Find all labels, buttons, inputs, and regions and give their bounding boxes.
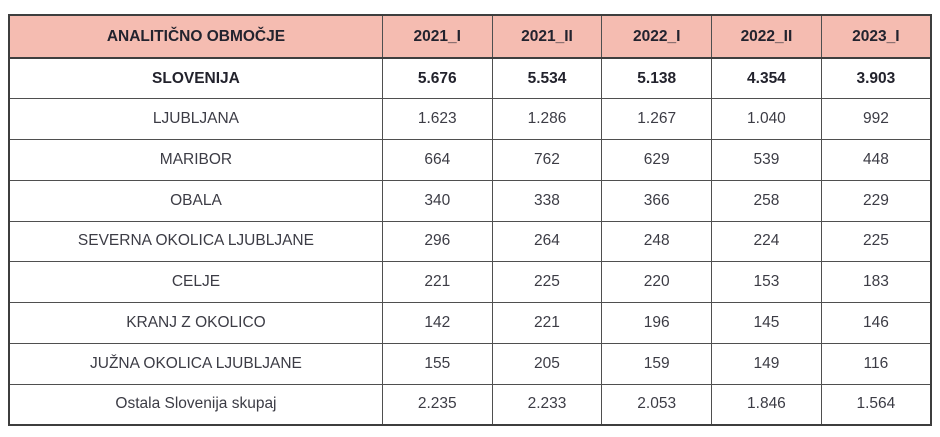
row-value: 142 bbox=[381, 302, 493, 344]
row-value: 220 bbox=[601, 261, 713, 304]
row-value: 340 bbox=[381, 179, 493, 222]
row-label: KRANJ Z OKOLICO bbox=[8, 302, 383, 344]
row-value: 258 bbox=[711, 179, 822, 222]
row-label: OBALA bbox=[8, 179, 383, 222]
row-label: JUŽNA OKOLICA LJUBLJANE bbox=[8, 342, 383, 385]
table-body: SLOVENIJA 5.676 5.534 5.138 4.354 3.903 LJUBLJ… bbox=[8, 57, 932, 426]
row-value: 225 bbox=[491, 261, 603, 304]
header-cell-period: 2021_I bbox=[381, 14, 493, 59]
row-value: 1.286 bbox=[491, 98, 603, 141]
row-value: 145 bbox=[711, 302, 822, 344]
row-value: 149 bbox=[711, 342, 822, 385]
row-value: 221 bbox=[491, 302, 603, 344]
table-row: CELJE 221 225 220 153 183 bbox=[8, 261, 932, 304]
row-value: 248 bbox=[601, 220, 713, 263]
row-value: 159 bbox=[601, 342, 713, 385]
row-value: 1.267 bbox=[601, 98, 713, 141]
row-value: 225 bbox=[820, 220, 932, 263]
header-cell-period: 2022_II bbox=[711, 14, 822, 59]
row-value: 2.053 bbox=[601, 383, 713, 426]
row-value: 366 bbox=[601, 179, 713, 222]
row-label: SEVERNA OKOLICA LJUBLJANE bbox=[8, 220, 383, 263]
row-label: SLOVENIJA bbox=[8, 57, 383, 100]
row-value: 116 bbox=[820, 342, 932, 385]
row-value: 1.623 bbox=[381, 98, 493, 141]
row-value: 448 bbox=[820, 139, 932, 181]
row-label: CELJE bbox=[8, 261, 383, 304]
table-row: SLOVENIJA 5.676 5.534 5.138 4.354 3.903 bbox=[8, 57, 932, 100]
table-row: LJUBLJANA 1.623 1.286 1.267 1.040 992 bbox=[8, 98, 932, 141]
row-value: 539 bbox=[711, 139, 822, 181]
row-value: 5.534 bbox=[491, 57, 603, 100]
row-value: 264 bbox=[491, 220, 603, 263]
row-value: 155 bbox=[381, 342, 493, 385]
row-value: 229 bbox=[820, 179, 932, 222]
row-value: 664 bbox=[381, 139, 493, 181]
row-value: 205 bbox=[491, 342, 603, 385]
table-head: ANALITIČNO OBMOČJE 2021_I 2021_II 2022_I 202… bbox=[8, 14, 932, 59]
table-row: JUŽNA OKOLICA LJUBLJANE 155 205 159 149 116 bbox=[8, 342, 932, 385]
table-row: SEVERNA OKOLICA LJUBLJANE 296 264 248 224 225 bbox=[8, 220, 932, 263]
row-value: 5.138 bbox=[601, 57, 713, 100]
analytic-area-table: ANALITIČNO OBMOČJE 2021_I 2021_II 2022_I 202… bbox=[8, 14, 932, 426]
row-value: 629 bbox=[601, 139, 713, 181]
row-value: 153 bbox=[711, 261, 822, 304]
row-value: 992 bbox=[820, 98, 932, 141]
table-header-row: ANALITIČNO OBMOČJE 2021_I 2021_II 2022_I 202… bbox=[8, 14, 932, 59]
row-value: 2.233 bbox=[491, 383, 603, 426]
row-value: 221 bbox=[381, 261, 493, 304]
row-value: 4.354 bbox=[711, 57, 822, 100]
row-value: 2.235 bbox=[381, 383, 493, 426]
row-value: 183 bbox=[820, 261, 932, 304]
row-value: 196 bbox=[601, 302, 713, 344]
row-value: 3.903 bbox=[820, 57, 932, 100]
row-value: 338 bbox=[491, 179, 603, 222]
row-value: 1.564 bbox=[820, 383, 932, 426]
row-value: 1.040 bbox=[711, 98, 822, 141]
header-cell-period: 2023_I bbox=[820, 14, 932, 59]
row-value: 296 bbox=[381, 220, 493, 263]
row-value: 1.846 bbox=[711, 383, 822, 426]
header-cell-analytic-area: ANALITIČNO OBMOČJE bbox=[8, 14, 383, 59]
table-row: KRANJ Z OKOLICO 142 221 196 145 146 bbox=[8, 302, 932, 344]
row-value: 224 bbox=[711, 220, 822, 263]
row-value: 762 bbox=[491, 139, 603, 181]
row-label: MARIBOR bbox=[8, 139, 383, 181]
header-cell-period: 2022_I bbox=[601, 14, 713, 59]
header-cell-period: 2021_II bbox=[491, 14, 603, 59]
row-label: LJUBLJANA bbox=[8, 98, 383, 141]
row-value: 5.676 bbox=[381, 57, 493, 100]
table-row: Ostala Slovenija skupaj 2.235 2.233 2.053 1.… bbox=[8, 383, 932, 426]
table-row: MARIBOR 664 762 629 539 448 bbox=[8, 139, 932, 181]
row-label: Ostala Slovenija skupaj bbox=[8, 383, 383, 426]
table-row: OBALA 340 338 366 258 229 bbox=[8, 179, 932, 222]
row-value: 146 bbox=[820, 302, 932, 344]
